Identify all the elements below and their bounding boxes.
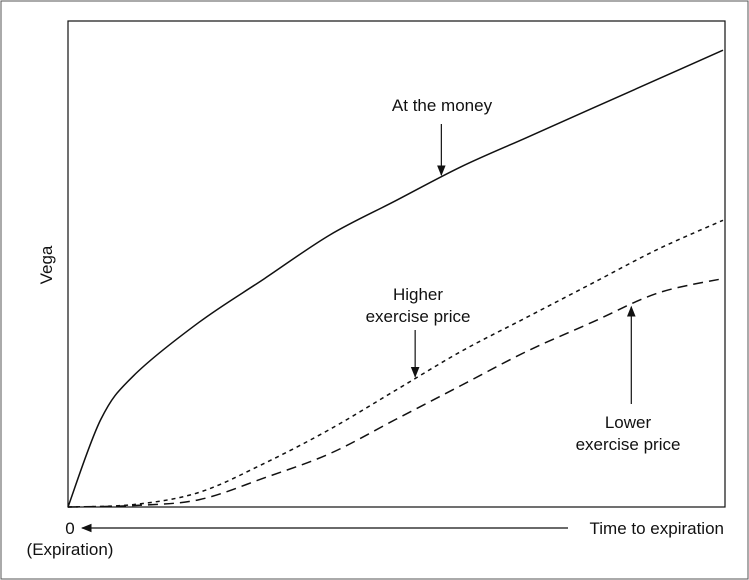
annotation-3: Lower exercise price bbox=[576, 305, 681, 454]
plot-area bbox=[67, 20, 726, 508]
annotation-1-text-1: At the money bbox=[392, 96, 493, 115]
annotation-layer: At the money Higher exercise price Lower exe… bbox=[366, 96, 681, 454]
annotation-2-text-1: Higher bbox=[393, 285, 443, 304]
x-axis-label: Time to expiration bbox=[590, 519, 724, 538]
annotation-3-text-2: exercise price bbox=[576, 435, 681, 454]
series-line-1 bbox=[67, 49, 724, 508]
x-origin-label: 0 bbox=[65, 519, 74, 538]
annotation-3-text-1: Lower bbox=[605, 413, 652, 432]
annotation-2-text-2: exercise price bbox=[366, 307, 471, 326]
series-layer bbox=[67, 49, 724, 508]
annotation-1: At the money bbox=[392, 96, 493, 177]
series-line-3 bbox=[67, 277, 724, 508]
y-axis-label: Vega bbox=[37, 245, 56, 284]
x-origin-sublabel: (Expiration) bbox=[27, 540, 114, 559]
annotation-2: Higher exercise price bbox=[366, 285, 471, 378]
series-line-2 bbox=[67, 219, 724, 508]
